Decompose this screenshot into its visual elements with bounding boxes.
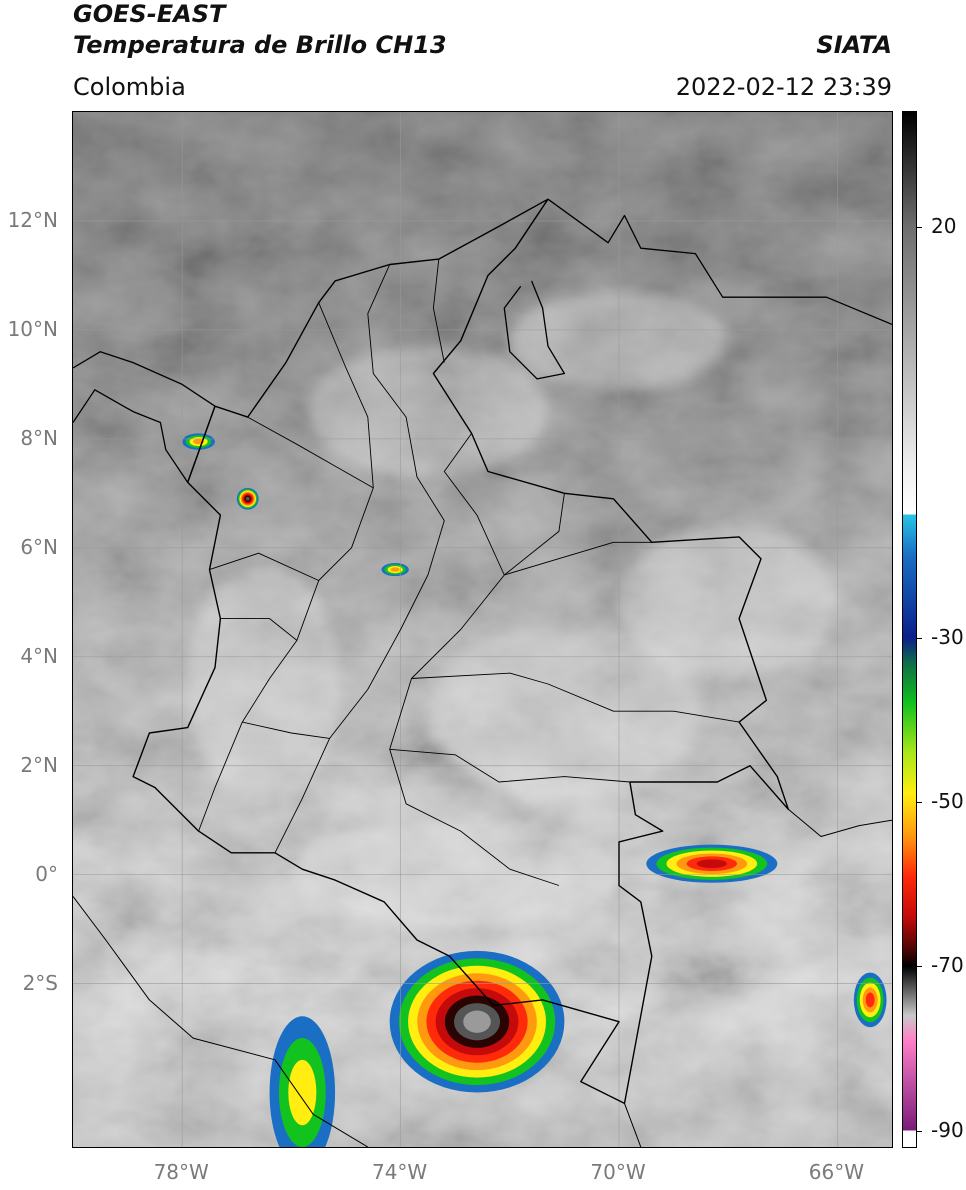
latitude-tick-label: 2°N	[20, 752, 58, 777]
region-label: Colombia	[73, 73, 186, 101]
latitude-tick-label: 10°N	[7, 316, 58, 341]
panama-outline	[73, 351, 216, 484]
department-border	[504, 541, 652, 576]
colorbar-tick-label: -90	[931, 1117, 964, 1142]
storm-cell-darien-cell	[182, 433, 215, 450]
lake-maracaibo-outline	[503, 280, 566, 380]
storm-ring	[463, 1010, 491, 1033]
map-canvas	[73, 112, 892, 1147]
latitude-tick-label: 2°S	[22, 970, 58, 995]
storm-cell-east-edge-cell	[853, 972, 887, 1028]
longitude-tick-label: 78°W	[153, 1160, 209, 1184]
bright-cloud-band	[307, 346, 549, 477]
latitude-tick-label: 6°N	[20, 534, 58, 559]
colorbar-tick-label: -30	[931, 624, 964, 649]
bright-cloud-band	[187, 564, 341, 804]
storm-ring	[245, 496, 250, 501]
department-border	[389, 748, 630, 783]
storm-cell-uraba-cell	[236, 487, 259, 510]
longitude-tick-label: 66°W	[808, 1160, 864, 1184]
latitude-tick-label: 8°N	[20, 425, 58, 450]
bright-cloud-band	[619, 526, 838, 679]
storm-ring	[390, 567, 400, 572]
storm-ring	[696, 859, 727, 869]
ecuador-peru-border	[73, 896, 369, 1147]
satellite-title: GOES-EAST	[73, 0, 226, 28]
department-border	[209, 552, 319, 581]
storm-cell-guaviare-line	[646, 844, 778, 883]
storm-cell-magdalena-cell	[381, 563, 409, 577]
colorbar	[902, 111, 917, 1148]
storm-cell-amazon-mcs	[389, 950, 565, 1093]
brand-label: SIATA	[816, 31, 892, 59]
department-border	[220, 618, 298, 641]
product-title: Temperatura de Brillo CH13	[73, 31, 447, 59]
storm-ring	[288, 1059, 317, 1126]
colorbar-tick-label: -50	[931, 789, 964, 813]
colombia-border	[132, 198, 789, 1105]
department-border	[274, 264, 445, 854]
colorbar-tick	[917, 966, 922, 968]
department-border	[198, 302, 374, 832]
longitude-tick-label: 74°W	[371, 1160, 428, 1184]
colorbar-tick-label: -70	[931, 953, 964, 978]
storm-cells	[182, 433, 887, 1147]
latitude-tick-label: 4°N	[20, 643, 58, 668]
bright-cloud-band	[427, 624, 701, 799]
longitude-tick-label: 70°W	[590, 1160, 646, 1184]
storm-ring	[865, 992, 875, 1008]
department-border	[504, 493, 565, 576]
satellite-map[interactable]	[72, 111, 893, 1148]
brazil-peru-border	[624, 1103, 642, 1147]
colorbar-ramp	[903, 112, 916, 1147]
latitude-tick-label: 0°	[35, 861, 58, 886]
colorbar-tick	[917, 227, 922, 228]
venezuela-brazil-border	[787, 808, 892, 837]
colorbar-tick	[917, 802, 922, 803]
department-border	[432, 259, 445, 363]
department-border	[247, 416, 374, 489]
colorbar-tick	[917, 1130, 922, 1132]
political-borders	[73, 198, 892, 1147]
colorbar-tick	[917, 637, 922, 639]
venezuela-coastline	[547, 198, 892, 326]
timestamp-label: 2022-02-12 23:39	[675, 73, 892, 101]
department-border	[242, 721, 330, 739]
department-border	[411, 672, 740, 723]
latitude-tick-label: 12°N	[7, 207, 58, 232]
colorbar-tick-label: 20	[931, 214, 957, 238]
